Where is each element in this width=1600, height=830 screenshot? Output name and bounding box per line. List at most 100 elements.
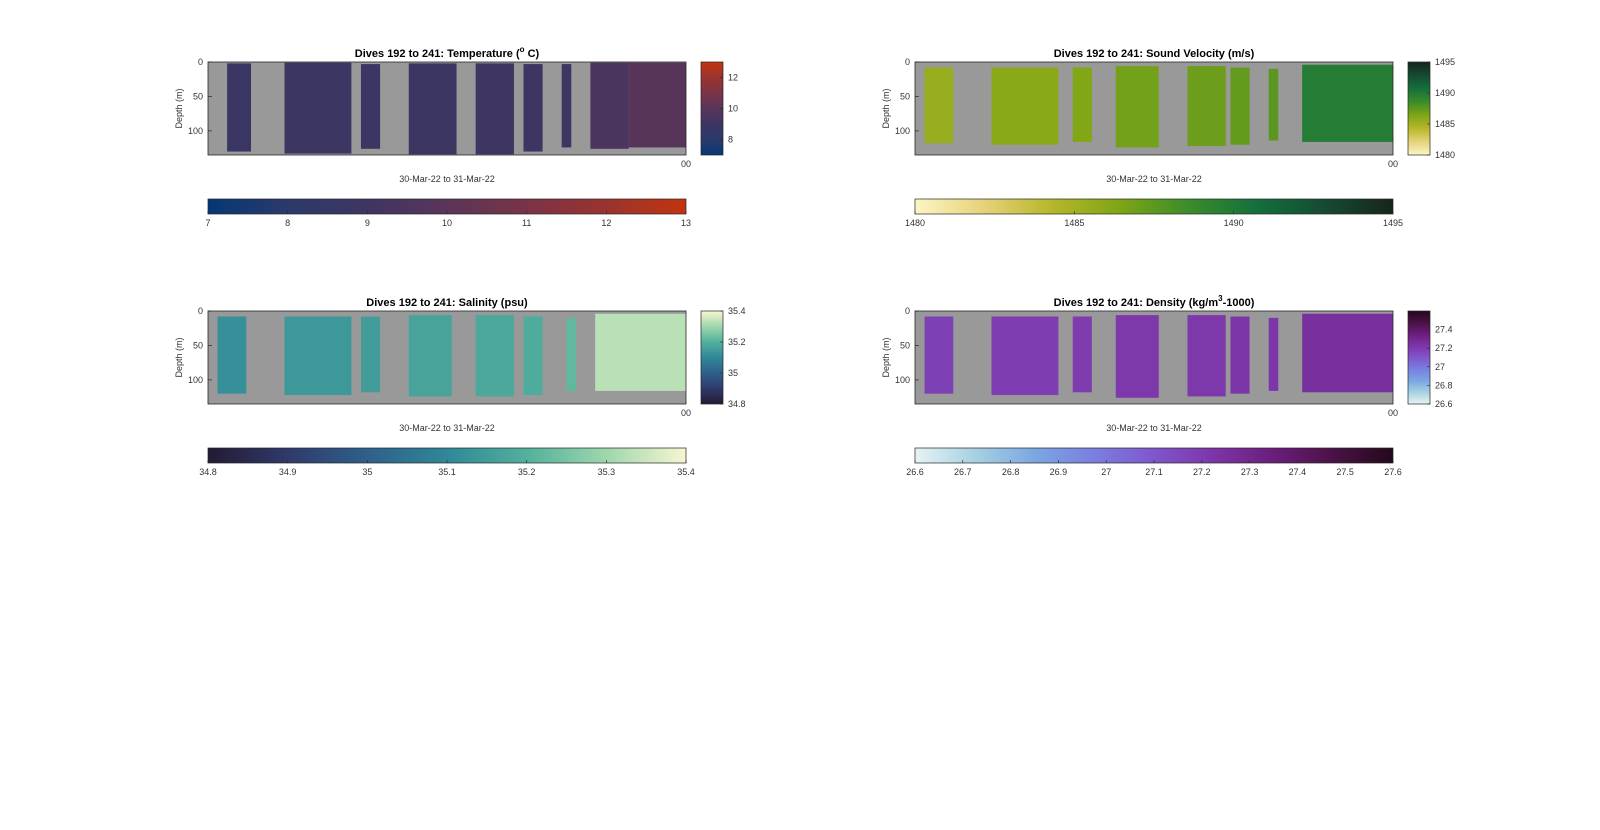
colorbar-bottom-tick-label: 9 [365,218,370,228]
colorbar-bottom-tick-label: 35.4 [677,467,695,477]
colorbar-bottom-tick-label: 1480 [905,218,925,228]
dive-profile-6 [566,317,577,391]
colorbar-right [1407,310,1431,405]
colorbar-right-tick-label: 1490 [1435,88,1455,98]
chart-title: Dives 192 to 241: Temperature (o C) [355,45,540,60]
colorbar-bottom-tick-label: 27.3 [1241,467,1259,477]
y-tick-label: 100 [895,126,910,136]
colorbar-right [1407,61,1431,156]
y-tick-label: 100 [188,375,203,385]
dive-profile-4 [1187,315,1226,397]
colorbar-bottom-tick-label: 8 [285,218,290,228]
colorbar-bottom-tick-label: 26.6 [906,467,924,477]
y-tick-label: 0 [905,57,910,67]
colorbar-bottom-tick-label: 1490 [1224,218,1244,228]
colorbar-right-tick-label: 34.8 [728,399,746,409]
colorbar-right-tick-label: 35 [728,368,738,378]
dive-profile-1 [991,67,1059,145]
colorbar-bottom-tick-label: 7 [205,218,210,228]
colorbar-right-tick-label: 26.6 [1435,399,1453,409]
dive-profile-2 [1072,316,1092,393]
dive-profile-8 [628,62,686,148]
colorbar-right-tick-label: 27.2 [1435,343,1453,353]
dive-profile-4 [475,63,514,155]
colorbar-bottom-tick-label: 34.8 [199,467,217,477]
dive-profile-7 [1302,313,1393,393]
colorbar-bottom-tick-label: 34.9 [279,467,297,477]
y-axis-label: Depth (m) [174,88,184,128]
chart-title: Dives 192 to 241: Density (kg/m3-1000) [1054,294,1255,309]
colorbar-bottom-tick-label: 1495 [1383,218,1403,228]
colorbar-bottom-tick-label: 1485 [1064,218,1084,228]
y-axis-label: Depth (m) [881,337,891,377]
dive-profile-3 [408,63,457,155]
dive-profile-2 [360,316,381,393]
colorbar-right [700,61,724,156]
chart-3: Dives 192 to 241: Density (kg/m3-1000) 0 5… [881,294,1453,477]
colorbar-bottom-tick-label: 27.4 [1289,467,1307,477]
colorbar-right-tick-label: 26.8 [1435,380,1453,390]
y-tick-label: 0 [198,306,203,316]
dive-profile-2 [360,64,381,149]
dive-profile-3 [1115,315,1159,398]
chart-title: Dives 192 to 241: Salinity (psu) [366,297,528,309]
colorbar-right-tick-label: 12 [728,73,738,83]
colorbar-bottom-tick-label: 35.2 [518,467,536,477]
dive-profile-6 [1268,317,1279,391]
dive-profile-2 [1072,67,1092,142]
dive-profile-1 [284,316,352,396]
colorbar-bottom-tick-label: 11 [522,218,531,228]
y-tick-label: 50 [193,340,203,350]
x-tick-label: 00 [681,408,691,418]
chart-0: Dives 192 to 241: Temperature (o C) 0 50 10… [174,45,738,228]
colorbar-right-tick-label: 1480 [1435,150,1455,160]
dive-profile-4 [475,315,514,397]
x-axis-label: 30-Mar-22 to 31-Mar-22 [1106,174,1202,184]
dive-profile-4 [1187,66,1226,147]
y-tick-label: 100 [188,126,203,136]
x-axis-label: 30-Mar-22 to 31-Mar-22 [399,174,495,184]
plot-frame [207,61,687,156]
colorbar-right-tick-label: 8 [728,135,733,145]
chart-title: Dives 192 to 241: Sound Velocity (m/s) [1054,48,1255,60]
colorbar-right-tick-label: 1485 [1435,119,1455,129]
dive-profile-3 [408,315,452,397]
colorbar-bottom [914,198,1394,215]
dive-profile-7 [1302,64,1393,142]
colorbar-bottom-tick-label: 27.5 [1336,467,1354,477]
dive-profile-0 [924,67,954,144]
x-tick-label: 00 [1388,159,1398,169]
y-tick-label: 0 [905,306,910,316]
y-axis-label: Depth (m) [881,88,891,128]
x-tick-label: 00 [681,159,691,169]
colorbar-bottom-tick-label: 35.1 [438,467,456,477]
colorbar-right-tick-label: 27 [1435,362,1445,372]
y-tick-label: 50 [193,91,203,101]
y-tick-label: 50 [900,91,910,101]
y-axis-label: Depth (m) [174,337,184,377]
colorbar-right-tick-label: 10 [728,104,738,114]
colorbar-bottom-tick-label: 27.2 [1193,467,1211,477]
plot-frame [207,310,687,405]
x-axis-label: 30-Mar-22 to 31-Mar-22 [1106,423,1202,433]
colorbar-bottom-tick-label: 26.8 [1002,467,1020,477]
colorbar-bottom-tick-label: 27.1 [1145,467,1163,477]
dive-profile-0 [227,63,252,152]
dive-profile-7 [590,62,629,149]
x-axis-label: 30-Mar-22 to 31-Mar-22 [399,423,495,433]
colorbar-right-tick-label: 27.4 [1435,325,1453,335]
colorbar-bottom-tick-label: 26.7 [954,467,972,477]
plot-frame [914,61,1394,156]
dive-profile-0 [217,316,247,394]
colorbar-right [700,310,724,405]
colorbar-bottom-tick-label: 13 [681,218,691,228]
colorbar-bottom-tick-label: 27.6 [1384,467,1402,477]
colorbar-right-tick-label: 1495 [1435,57,1455,67]
colorbar-bottom-tick-label: 10 [442,218,452,228]
dive-profile-5 [1230,316,1250,394]
dive-profile-3 [1115,66,1159,148]
colorbar-bottom-tick-label: 27 [1101,467,1111,477]
dive-profile-7 [595,313,686,391]
chart-2: Dives 192 to 241: Salinity (psu) 0 50 100 De… [174,297,746,477]
x-tick-label: 00 [1388,408,1398,418]
